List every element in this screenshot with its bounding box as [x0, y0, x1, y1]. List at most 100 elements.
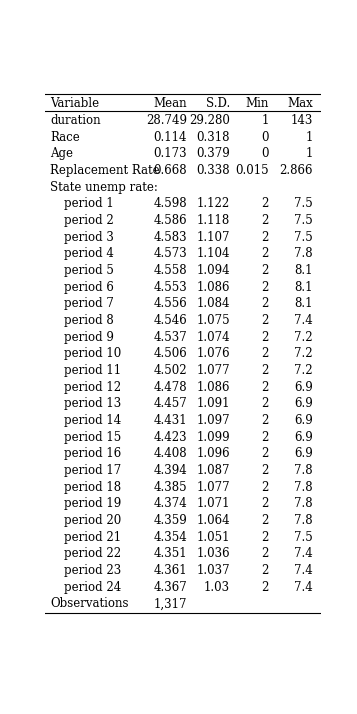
- Text: 2: 2: [261, 431, 269, 443]
- Text: 7.5: 7.5: [294, 531, 313, 544]
- Text: period 4: period 4: [64, 248, 114, 261]
- Text: 2: 2: [261, 364, 269, 377]
- Text: 2: 2: [261, 381, 269, 393]
- Text: 1.036: 1.036: [196, 548, 230, 560]
- Text: 4.385: 4.385: [154, 481, 187, 493]
- Text: 0.114: 0.114: [154, 131, 187, 144]
- Text: period 7: period 7: [64, 298, 114, 311]
- Text: period 17: period 17: [64, 464, 121, 477]
- Text: 1: 1: [306, 131, 313, 144]
- Text: 1.097: 1.097: [196, 414, 230, 427]
- Text: 2: 2: [261, 414, 269, 427]
- Text: 2: 2: [261, 298, 269, 311]
- Text: period 13: period 13: [64, 398, 121, 411]
- Text: 0.015: 0.015: [235, 164, 269, 177]
- Text: 0.318: 0.318: [196, 131, 230, 144]
- Text: 8.1: 8.1: [295, 281, 313, 293]
- Text: 2: 2: [261, 348, 269, 361]
- Text: 4.558: 4.558: [154, 264, 187, 277]
- Text: 1.064: 1.064: [196, 514, 230, 527]
- Text: 1.096: 1.096: [196, 448, 230, 461]
- Text: 1: 1: [306, 147, 313, 161]
- Text: 0.668: 0.668: [154, 164, 187, 177]
- Text: 2: 2: [261, 531, 269, 544]
- Text: period 23: period 23: [64, 564, 121, 577]
- Text: 6.9: 6.9: [294, 431, 313, 443]
- Text: 4.583: 4.583: [154, 231, 187, 243]
- Text: 7.4: 7.4: [294, 564, 313, 577]
- Text: period 24: period 24: [64, 580, 121, 594]
- Text: 4.408: 4.408: [154, 448, 187, 461]
- Text: Replacement Rate: Replacement Rate: [50, 164, 160, 177]
- Text: 2: 2: [261, 281, 269, 293]
- Text: 2: 2: [261, 548, 269, 560]
- Text: 4.359: 4.359: [154, 514, 187, 527]
- Text: 1.104: 1.104: [196, 248, 230, 261]
- Text: 7.5: 7.5: [294, 231, 313, 243]
- Text: period 5: period 5: [64, 264, 114, 277]
- Text: 2: 2: [261, 264, 269, 277]
- Text: 2: 2: [261, 514, 269, 527]
- Text: 7.8: 7.8: [295, 498, 313, 511]
- Text: period 10: period 10: [64, 348, 121, 361]
- Text: period 9: period 9: [64, 331, 114, 343]
- Text: 1.076: 1.076: [196, 348, 230, 361]
- Text: 28.749: 28.749: [146, 114, 187, 127]
- Text: 8.1: 8.1: [295, 298, 313, 311]
- Text: 4.546: 4.546: [154, 314, 187, 327]
- Text: 4.573: 4.573: [154, 248, 187, 261]
- Text: period 12: period 12: [64, 381, 121, 393]
- Text: 2: 2: [261, 231, 269, 243]
- Text: 1.077: 1.077: [196, 481, 230, 493]
- Text: 4.354: 4.354: [154, 531, 187, 544]
- Text: Mean: Mean: [154, 96, 187, 109]
- Text: 7.8: 7.8: [295, 464, 313, 477]
- Text: 1: 1: [261, 114, 269, 127]
- Text: 4.431: 4.431: [154, 414, 187, 427]
- Text: 7.2: 7.2: [295, 331, 313, 343]
- Text: 1.086: 1.086: [196, 281, 230, 293]
- Text: 1.087: 1.087: [196, 464, 230, 477]
- Text: 0.173: 0.173: [154, 147, 187, 161]
- Text: 2: 2: [261, 464, 269, 477]
- Text: 1.075: 1.075: [196, 314, 230, 327]
- Text: Variable: Variable: [50, 96, 99, 109]
- Text: 1.084: 1.084: [196, 298, 230, 311]
- Text: 29.280: 29.280: [189, 114, 230, 127]
- Text: period 19: period 19: [64, 498, 121, 511]
- Text: S.D.: S.D.: [206, 96, 230, 109]
- Text: 0: 0: [261, 147, 269, 161]
- Text: 0.379: 0.379: [196, 147, 230, 161]
- Text: period 8: period 8: [64, 314, 114, 327]
- Text: 2: 2: [261, 197, 269, 211]
- Text: 0: 0: [261, 131, 269, 144]
- Text: 2: 2: [261, 214, 269, 227]
- Text: 1.086: 1.086: [196, 381, 230, 393]
- Text: period 16: period 16: [64, 448, 121, 461]
- Text: 1.107: 1.107: [196, 231, 230, 243]
- Text: 1.037: 1.037: [196, 564, 230, 577]
- Text: 2: 2: [261, 248, 269, 261]
- Text: Age: Age: [50, 147, 73, 161]
- Text: 4.586: 4.586: [154, 214, 187, 227]
- Text: 2: 2: [261, 498, 269, 511]
- Text: 7.8: 7.8: [295, 481, 313, 493]
- Text: 2: 2: [261, 481, 269, 493]
- Text: 1.118: 1.118: [197, 214, 230, 227]
- Text: period 1: period 1: [64, 197, 114, 211]
- Text: 143: 143: [291, 114, 313, 127]
- Text: 1.077: 1.077: [196, 364, 230, 377]
- Text: period 2: period 2: [64, 214, 114, 227]
- Text: State unemp rate:: State unemp rate:: [50, 181, 158, 193]
- Text: 4.598: 4.598: [154, 197, 187, 211]
- Text: period 20: period 20: [64, 514, 121, 527]
- Text: 4.351: 4.351: [154, 548, 187, 560]
- Text: period 14: period 14: [64, 414, 121, 427]
- Text: 6.9: 6.9: [294, 381, 313, 393]
- Text: 6.9: 6.9: [294, 398, 313, 411]
- Text: 7.2: 7.2: [295, 348, 313, 361]
- Text: 4.423: 4.423: [154, 431, 187, 443]
- Text: 7.4: 7.4: [294, 580, 313, 594]
- Text: 1.051: 1.051: [196, 531, 230, 544]
- Text: 2: 2: [261, 314, 269, 327]
